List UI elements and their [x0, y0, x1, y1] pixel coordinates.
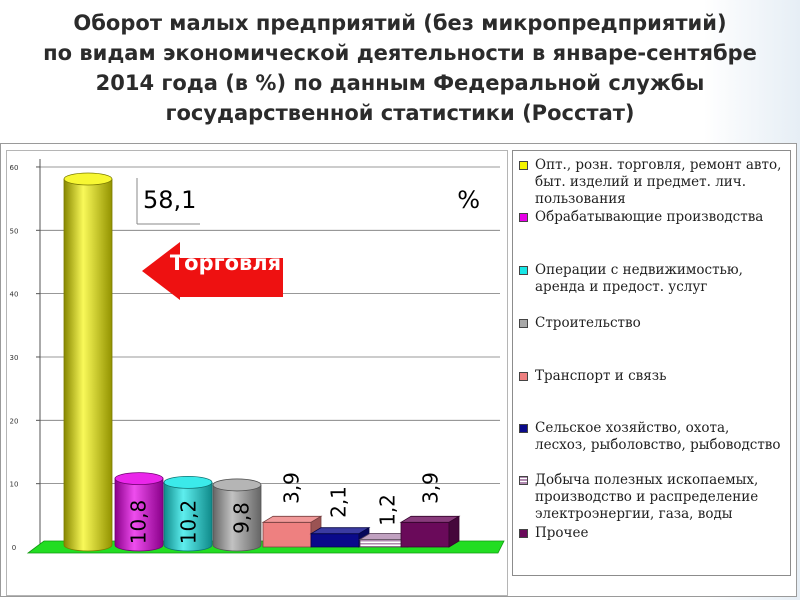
- legend-label: Обрабатывающие производства: [535, 209, 764, 225]
- bar-top: [114, 472, 164, 485]
- data-label: 10,2: [177, 500, 201, 545]
- bar: [63, 178, 113, 552]
- bar: [310, 533, 360, 548]
- legend-swatch: [519, 476, 528, 485]
- y-tick-label: 0: [12, 544, 16, 552]
- legend-label: Прочее: [535, 525, 589, 541]
- y-tick-label: 30: [10, 354, 19, 362]
- bar-top: [212, 478, 262, 492]
- legend-label: Сельское хозяйство, охота, лесхоз, рыбол…: [535, 420, 781, 453]
- title-line: 2014 года (в %) по данным Федеральной сл…: [95, 71, 705, 95]
- legend-swatch: [519, 161, 528, 170]
- bar-side: [448, 515, 460, 548]
- bar: [400, 521, 450, 548]
- legend-label: Опт., розн. торговля, ремонт авто, быт. …: [535, 157, 782, 207]
- title-line: по видам экономической деятельности в ян…: [43, 41, 757, 65]
- legend-label: Операции с недвижимостью, аренда и предо…: [535, 262, 743, 295]
- legend-swatch: [519, 529, 528, 538]
- legend-label: Транспорт и связь: [535, 368, 667, 384]
- bar-top: [163, 475, 213, 489]
- y-tick-label: 10: [10, 481, 19, 489]
- data-label: 3,9: [280, 472, 304, 504]
- arrow-shape: [142, 242, 283, 300]
- bar: [212, 484, 262, 552]
- y-tick-label: 40: [10, 291, 19, 299]
- callout-value: 58,1: [143, 186, 197, 214]
- arrow-label: Торговля: [169, 251, 282, 275]
- data-label: 3,9: [419, 472, 443, 504]
- y-tick-label: 20: [10, 417, 19, 425]
- data-label: 10,8: [127, 500, 151, 545]
- legend-label: Строительство: [535, 315, 641, 331]
- bar: [262, 521, 312, 548]
- callout-unit: %: [457, 186, 480, 214]
- legend-swatch: [519, 213, 528, 222]
- y-tick-label: 60: [10, 164, 19, 172]
- legend-label: Добыча полезных ископаемых, производство…: [535, 472, 759, 522]
- legend-swatch: [519, 372, 528, 381]
- y-tick-label: 50: [10, 227, 19, 235]
- data-label: 2,1: [327, 486, 351, 518]
- slide-title: Оборот малых предприятий (без микропредп…: [0, 8, 800, 128]
- bar-top: [63, 172, 113, 186]
- legend: Опт., розн. торговля, ремонт авто, быт. …: [512, 150, 791, 576]
- data-label: 9,8: [230, 502, 254, 534]
- legend-swatch: [519, 319, 528, 328]
- callout-box: 58,1 %: [137, 174, 492, 224]
- bar: [114, 478, 164, 552]
- data-label: 1,2: [376, 494, 400, 526]
- legend-swatch: [519, 266, 528, 275]
- bar: [163, 481, 213, 552]
- title-line: Оборот малых предприятий (без микропредп…: [73, 11, 727, 35]
- legend-swatch: [519, 424, 528, 433]
- title-line: государственной статистики (Росстат): [165, 101, 635, 125]
